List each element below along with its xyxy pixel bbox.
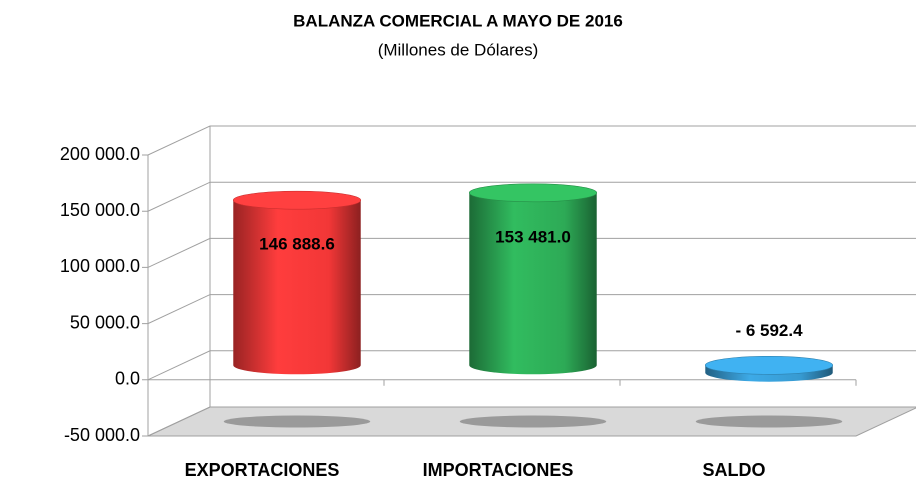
y-tick-label: 150 000.0: [60, 200, 140, 220]
y-tick-label: 0.0: [115, 369, 140, 389]
x-tick-label: SALDO: [703, 460, 766, 480]
value-label: 146 888.6: [259, 235, 335, 254]
y-tick-label: 100 000.0: [60, 256, 140, 276]
shadow: [223, 415, 371, 428]
grid-line: [142, 406, 916, 437]
y-tick-label: 50 000.0: [70, 312, 140, 332]
chart-subtitle: (Millones de Dólares): [378, 40, 539, 59]
shadow: [695, 415, 843, 428]
x-tick-label: EXPORTACIONES: [185, 460, 340, 480]
grid-line: [142, 125, 916, 156]
grid-line: [142, 181, 916, 212]
y-tick-label: -50 000.0: [64, 425, 140, 445]
bar: [469, 192, 597, 375]
x-tick-label: IMPORTACIONES: [423, 460, 574, 480]
bar-top: [704, 355, 834, 375]
y-tick-label: 200 000.0: [60, 144, 140, 164]
bar-top: [468, 183, 598, 203]
bar: [233, 200, 361, 375]
value-label: 153 481.0: [495, 227, 571, 246]
value-label: - 6 592.4: [735, 321, 803, 340]
chart-title: BALANZA COMERCIAL A MAYO DE 2016: [293, 11, 623, 30]
bar-top: [232, 190, 362, 210]
shadow: [459, 415, 607, 428]
